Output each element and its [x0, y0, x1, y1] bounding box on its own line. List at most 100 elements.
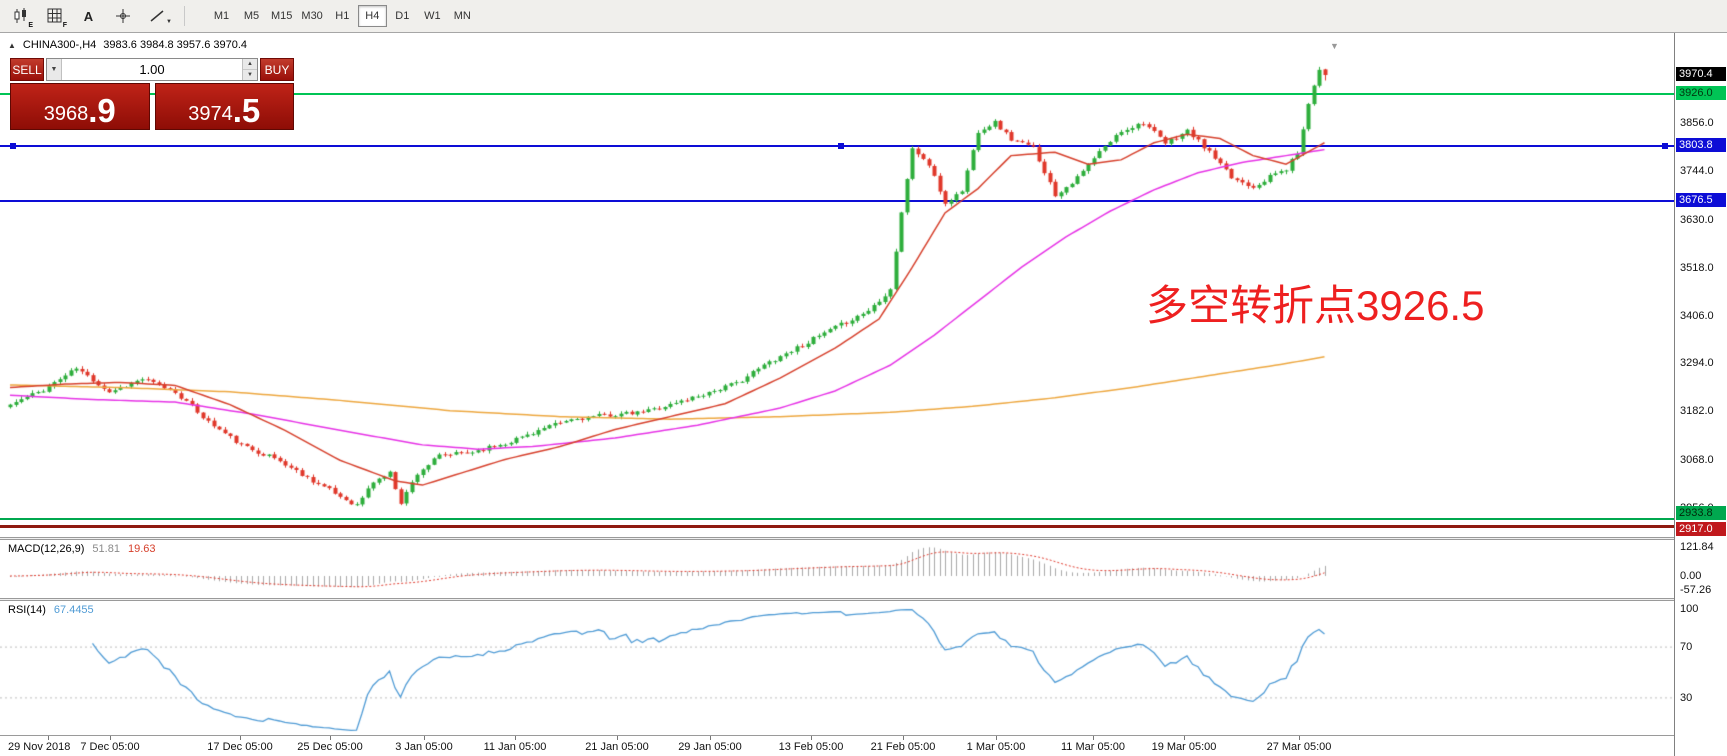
price-tick-3630.0: 3630.0 [1680, 213, 1714, 226]
symbol-marker-icon: ▲ [8, 40, 16, 50]
line-handle[interactable] [1662, 143, 1668, 150]
grid-icon[interactable]: F [40, 3, 69, 29]
rsi-chart-canvas[interactable] [0, 601, 1674, 735]
volume-control: ▼ ▲ ▼ [46, 58, 258, 81]
rsi-label: RSI(14) [8, 604, 46, 616]
text-tool-icon-glyph: A [83, 8, 94, 24]
price-tick-3744.0: 3744.0 [1680, 164, 1714, 177]
bid-price-base: 3968 [43, 103, 89, 125]
time-tick [903, 736, 904, 740]
volume-input[interactable] [62, 59, 242, 80]
time-label: 1 Mar 05:00 [966, 741, 1026, 753]
timeframe-button-w1[interactable]: W1 [418, 5, 447, 27]
timeframe-button-m30[interactable]: M30 [297, 5, 326, 27]
time-tick [811, 736, 812, 740]
volume-dropdown-button[interactable]: ▼ [47, 59, 62, 80]
price-axis[interactable]: 3856.0 3744.0 3630.0 3518.0 3406.0 3294.0 3182… [1674, 33, 1727, 756]
time-tick [1299, 736, 1300, 740]
dropdown-caret-icon: ▼ [166, 19, 172, 25]
timeframe-button-m1[interactable]: M1 [207, 5, 236, 27]
price-tick-3406.0: 3406.0 [1680, 309, 1714, 322]
volume-decrease-button[interactable]: ▼ [243, 70, 257, 80]
time-axis-border [0, 735, 1727, 736]
chart-annotation-text[interactable]: 多空转折点3926.5 [1146, 282, 1485, 329]
line-handle[interactable] [10, 143, 16, 150]
time-label: 11 Mar 05:00 [1060, 741, 1126, 753]
timeframe-button-m5[interactable]: M5 [237, 5, 266, 27]
time-label: 7 Dec 05:00 [80, 741, 140, 753]
time-label: 25 Dec 05:00 [297, 741, 363, 753]
rsi-axis-label-100: 100 [1680, 603, 1699, 615]
time-label: 17 Dec 05:00 [207, 741, 273, 753]
timeframe-toolbar: M1 M5 M15 M30 H1 H4 D1 W1 MN [207, 5, 478, 27]
macd-signal-value: 19.63 [127, 543, 156, 555]
line-handle[interactable] [838, 143, 844, 150]
time-label: 13 Feb 05:00 [778, 741, 844, 753]
symbol-title: CHINA300-,H4 [22, 39, 97, 51]
macd-title: MACD(12,26,9) 51.81 19.63 [8, 543, 155, 555]
ask-price-fraction: .5 [232, 91, 261, 129]
sell-button[interactable]: SELL [10, 58, 44, 81]
time-axis[interactable]: 29 Nov 2018 7 Dec 05:00 17 Dec 05:00 25 Dec… [0, 736, 1674, 756]
timeframe-button-h1[interactable]: H1 [328, 5, 357, 27]
time-tick [330, 736, 331, 740]
price-badge-3676.5: 3676.5 [1676, 192, 1726, 207]
price-badge-2933.8: 2933.8 [1676, 505, 1726, 520]
line-tools-icon[interactable]: ▼ [142, 3, 172, 29]
macd-chart-canvas[interactable] [0, 540, 1674, 598]
time-tick [996, 736, 997, 740]
price-badge-2917.0: 2917.0 [1676, 521, 1726, 536]
rsi-axis-label-70: 70 [1680, 641, 1693, 654]
time-tick [48, 736, 49, 740]
volume-increase-button[interactable]: ▲ [243, 59, 257, 70]
symbol-ohlc-values: 3983.6 3984.8 3957.6 3970.4 [103, 39, 248, 51]
macd-axis-label-0.00: 0.00 [1680, 570, 1702, 582]
time-tick [424, 736, 425, 740]
volume-spinner: ▲ ▼ [242, 59, 257, 80]
bid-price-fraction: .9 [88, 91, 116, 129]
time-label: 29 Jan 05:00 [678, 741, 742, 753]
chart-candles-icon-sub: E [28, 22, 33, 29]
price-badge-3970.4: 3970.4 [1676, 67, 1726, 81]
rsi-title: RSI(14) 67.4455 [8, 604, 94, 616]
sell-price-panel[interactable]: 3968.9 [10, 83, 150, 130]
timeframe-button-m15[interactable]: M15 [267, 5, 296, 27]
time-tick [515, 736, 516, 740]
macd-label: MACD(12,26,9) [8, 543, 85, 555]
time-tick [110, 736, 111, 740]
macd-axis-label-121.84: 121.84 [1680, 540, 1714, 553]
toolbar-separator [184, 6, 185, 26]
rsi-indicator-panel: RSI(14) 67.4455 [0, 601, 1674, 735]
buy-button[interactable]: BUY [260, 58, 294, 81]
time-label: 21 Jan 05:00 [585, 741, 649, 753]
buy-price-panel[interactable]: 3974.5 [154, 83, 294, 130]
symbol-header: ▲ CHINA300-,H4 3983.6 3984.8 3957.6 3970… [8, 39, 247, 51]
chart-candles-icon[interactable]: E [6, 3, 35, 29]
grid-icon-sub: F [62, 22, 67, 29]
time-label: 21 Feb 05:00 [870, 741, 936, 753]
chart-shift-marker-icon[interactable]: ▼ [1330, 41, 1339, 51]
panel-splitter-macd[interactable] [0, 537, 1727, 540]
toolbar: E F A ▼ M1 M5 M15 M30 H1 H4 D1 W1 MN [0, 0, 1727, 33]
rsi-value: 67.4455 [53, 604, 94, 616]
timeframe-button-mn[interactable]: MN [448, 5, 477, 27]
time-label: 3 Jan 05:00 [395, 741, 453, 753]
text-tool-icon[interactable]: A [74, 3, 103, 29]
crosshair-icon[interactable] [108, 3, 137, 29]
time-tick [710, 736, 711, 740]
timeframe-button-h4[interactable]: H4 [357, 5, 387, 27]
price-badge-3803.8: 3803.8 [1676, 138, 1726, 153]
time-label: 19 Mar 05:00 [1151, 741, 1217, 753]
price-tick-3856.0: 3856.0 [1680, 116, 1714, 129]
time-label: 27 Mar 05:00 [1266, 741, 1332, 753]
price-tick-3294.0: 3294.0 [1680, 357, 1714, 370]
time-tick [1184, 736, 1185, 740]
price-tick-3518.0: 3518.0 [1680, 261, 1714, 274]
price-tick-3068.0: 3068.0 [1680, 454, 1714, 467]
timeframe-button-d1[interactable]: D1 [388, 5, 417, 27]
macd-indicator-panel: MACD(12,26,9) 51.81 19.63 [0, 540, 1674, 598]
main-chart-panel: ▲ CHINA300-,H4 3983.6 3984.8 3957.6 3970… [0, 33, 1674, 537]
rsi-axis-label-30: 30 [1680, 691, 1693, 704]
panel-splitter-rsi[interactable] [0, 598, 1727, 601]
